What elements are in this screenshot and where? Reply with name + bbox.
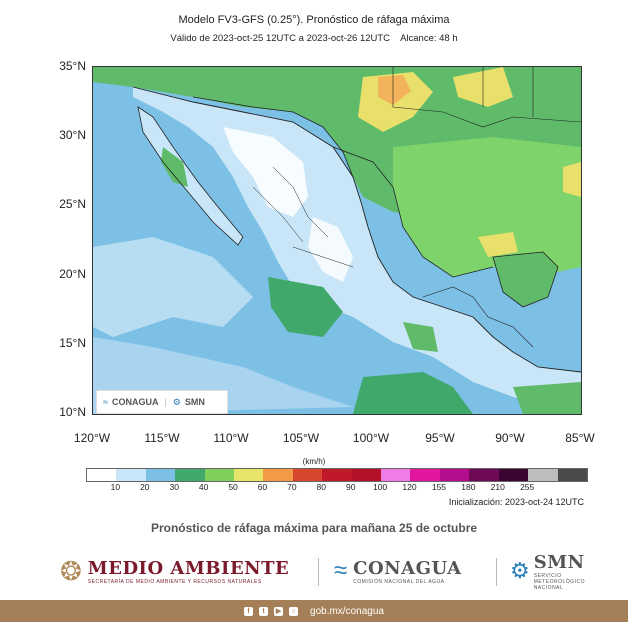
lon-label-85w: 85°W xyxy=(565,431,595,445)
lat-label-20: 20°N xyxy=(59,267,86,281)
lat-label-30: 30°N xyxy=(59,128,86,142)
colorbar-label: 255 xyxy=(520,482,535,492)
lat-label-15: 15°N xyxy=(59,336,86,350)
smn-inset-icon: ⚙ xyxy=(172,396,181,407)
conagua-wave-icon: ≈ xyxy=(334,557,348,584)
lon-label-120w: 120°W xyxy=(73,431,111,445)
footer-bar: f t ▶ ○ gob.mx/conagua xyxy=(0,600,628,622)
colorbar-label: 40 xyxy=(198,482,209,492)
mexico-seal-icon: ❂ xyxy=(60,555,82,586)
colorbar-label: 10 xyxy=(110,482,121,492)
conagua-sub: COMISIÓN NACIONAL DEL AGUA xyxy=(353,578,445,585)
colorbar xyxy=(86,468,588,482)
colorbar-label: 120 xyxy=(402,482,417,492)
footer-divider-1 xyxy=(318,558,319,586)
instagram-icon[interactable]: ○ xyxy=(289,606,299,616)
footer-divider-2 xyxy=(496,558,497,586)
inset-logos: ≈ CONAGUA | ⚙ SMN xyxy=(96,390,228,414)
lon-label-110w: 110°W xyxy=(213,431,249,445)
map-subtitle: Válido de 2023-oct-25 12UTC a 2023-oct-2… xyxy=(170,33,458,44)
inset-divider: | xyxy=(164,397,167,407)
colorbar-label: 20 xyxy=(140,482,150,492)
colorbar-segment xyxy=(439,469,470,481)
colorbar-segment xyxy=(322,469,352,481)
colorbar-segment xyxy=(234,469,264,481)
smn-name: SMN xyxy=(533,551,585,573)
lon-label-95w: 95°W xyxy=(425,431,455,445)
medio-ambiente-name: MEDIO AMBIENTE xyxy=(87,557,290,579)
colorbar-label: 100 xyxy=(373,482,388,492)
colorbar-segment xyxy=(351,469,382,481)
conagua-inset-icon: ≈ xyxy=(103,397,108,407)
colorbar-label: 70 xyxy=(287,482,297,492)
footer-logos: ❂ MEDIO AMBIENTE SECRETARÍA DE MEDIO AMB… xyxy=(0,548,628,594)
smn-logo: ⚙ SMN SERVICIO METEOROLÓGICO NACIONAL xyxy=(510,548,586,594)
colorbar-segment xyxy=(410,469,440,481)
colorbar-label: 90 xyxy=(345,482,356,492)
lon-label-105w: 105°W xyxy=(282,431,320,445)
colorbar-segment xyxy=(292,469,323,481)
colorbar-segment xyxy=(87,469,117,481)
colorbar-label: 60 xyxy=(257,482,268,492)
lat-label-10: 10°N xyxy=(59,405,86,419)
colorbar-labels: 10 20 30 40 50 60 70 80 90 100 120 155 180 210 255 xyxy=(86,482,586,494)
conagua-name: CONAGUA xyxy=(353,557,462,579)
conagua-logo: ≈ CONAGUA COMISIÓN NACIONAL DEL AGUA xyxy=(334,548,462,594)
colorbar-label: 180 xyxy=(461,482,476,492)
colorbar-segment xyxy=(469,469,499,481)
colorbar-unit: (km/h) xyxy=(302,457,326,466)
colorbar-segment xyxy=(557,469,587,481)
youtube-icon[interactable]: ▶ xyxy=(274,606,284,616)
colorbar-label: 210 xyxy=(490,482,505,492)
colorbar-segment xyxy=(204,469,235,481)
colorbar-segment xyxy=(528,469,558,481)
colorbar-segment xyxy=(263,469,293,481)
colorbar-label: 80 xyxy=(316,482,327,492)
smn-inset-label: SMN xyxy=(184,397,205,407)
conagua-inset-label: CONAGUA xyxy=(111,397,159,407)
forecast-caption: Pronóstico de ráfaga máxima para mañana … xyxy=(150,521,478,535)
medio-ambiente-logo: ❂ MEDIO AMBIENTE SECRETARÍA DE MEDIO AMB… xyxy=(60,548,289,594)
map-title: Modelo FV3-GFS (0.25°). Pronóstico de rá… xyxy=(178,14,450,26)
colorbar-segment xyxy=(498,469,529,481)
colorbar-label: 50 xyxy=(228,482,238,492)
medio-ambiente-sub: SECRETARÍA DE MEDIO AMBIENTE Y RECURSOS … xyxy=(87,578,262,585)
gust-forecast-map xyxy=(92,66,582,415)
facebook-icon[interactable]: f xyxy=(244,606,254,616)
map-graphic xyxy=(93,67,581,414)
smn-sub: SERVICIO METEOROLÓGICO NACIONAL xyxy=(533,572,585,591)
lon-label-90w: 90°W xyxy=(495,431,525,445)
colorbar-label: 30 xyxy=(169,482,179,492)
colorbar-segment xyxy=(145,469,176,481)
colorbar-segment xyxy=(381,469,411,481)
footer-url-link[interactable]: gob.mx/conagua xyxy=(310,605,384,617)
lat-label-35: 35°N xyxy=(59,59,86,73)
lat-label-25: 25°N xyxy=(59,197,86,211)
lon-label-100w: 100°W xyxy=(352,431,390,445)
colorbar-segment xyxy=(175,469,205,481)
colorbar-label: 155 xyxy=(431,482,447,492)
smn-gear-icon: ⚙ xyxy=(510,558,530,583)
lon-label-115w: 115°W xyxy=(144,431,180,445)
twitter-icon[interactable]: t xyxy=(259,606,269,616)
initialization-text: Inicialización: 2023-oct-24 12UTC xyxy=(448,497,584,507)
colorbar-segment xyxy=(116,469,146,481)
